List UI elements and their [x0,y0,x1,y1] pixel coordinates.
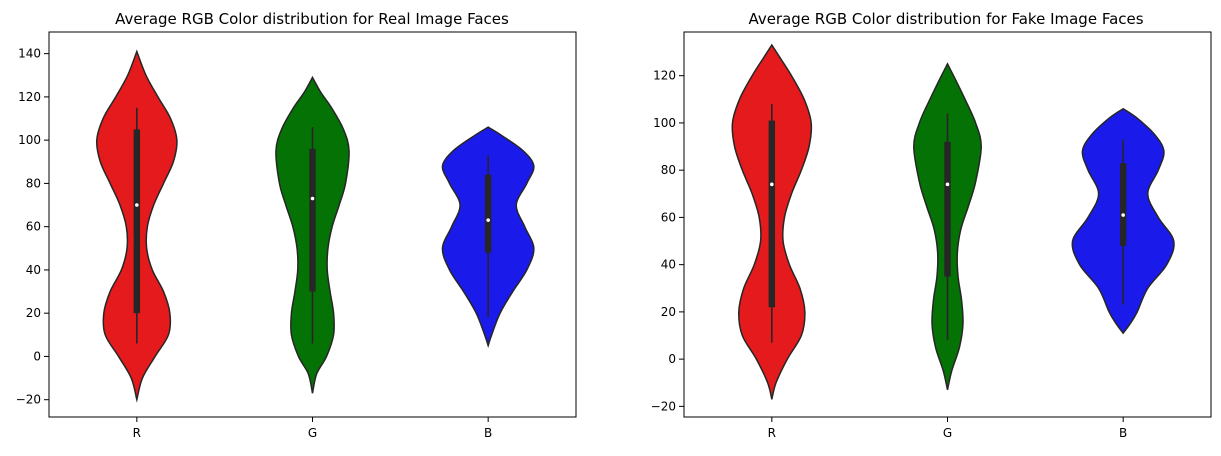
x-tick-label-b-real: B [484,426,492,440]
plot-frame-fake [683,31,1212,418]
iqr-box-b-real [484,174,492,253]
panel-fake-faces: Average RGB Color distribution for Fake … [651,10,1212,440]
y-tick-label-40-real: 40 [26,263,41,277]
median-dot-b-real [486,218,490,222]
iqr-box-g-fake [944,141,951,277]
iqr-box-b-fake [1119,163,1127,246]
y-tick-label-140-real: 140 [18,47,41,61]
violins-fake [731,43,1175,400]
y-axis-real: −20 0 20 40 60 80 100 120 140 [16,47,49,407]
median-dot-r-real [135,203,139,207]
y-tick-label-0-real: 0 [33,349,41,363]
iqr-box-g-real [309,148,316,292]
y-tick-label-neg20-real: −20 [16,393,41,407]
x-tick-label-r-fake: R [768,426,776,440]
y-tick-label-120-fake: 120 [653,69,676,83]
y-tick-label-60-real: 60 [26,220,41,234]
median-dot-r-fake [770,182,774,187]
y-tick-label-60-fake: 60 [661,210,676,224]
y-tick-label-100-real: 100 [18,133,41,147]
y-tick-label-20-real: 20 [26,306,41,320]
y-axis-fake: −20 0 20 40 60 80 100 120 [651,69,684,413]
iqr-box-r-fake [768,120,776,308]
y-tick-label-100-fake: 100 [653,116,676,130]
x-tick-label-g-fake: G [943,426,952,440]
y-tick-label-80-real: 80 [26,176,41,190]
panel-real-faces: Average RGB Color distribution for Real … [16,10,577,440]
median-dot-g-fake [945,182,950,187]
y-tick-label-80-fake: 80 [661,163,676,177]
chart-title-real: Average RGB Color distribution for Real … [115,10,509,28]
y-tick-label-40-fake: 40 [661,258,676,272]
median-dot-b-fake [1121,213,1125,217]
violins-real [95,49,535,403]
iqr-box-r-real [133,129,141,314]
y-tick-label-neg20-fake: −20 [651,399,676,413]
y-tick-label-0-fake: 0 [668,352,676,366]
x-tick-label-r-real: R [133,426,141,440]
x-tick-label-b-fake: B [1119,426,1127,440]
x-tick-label-g-real: G [308,426,317,440]
plot-frame-real [48,31,577,418]
chart-title-fake: Average RGB Color distribution for Fake … [748,10,1143,28]
y-tick-label-20-fake: 20 [661,305,676,319]
y-tick-label-120-real: 120 [18,90,41,104]
median-dot-g-real [310,196,315,201]
